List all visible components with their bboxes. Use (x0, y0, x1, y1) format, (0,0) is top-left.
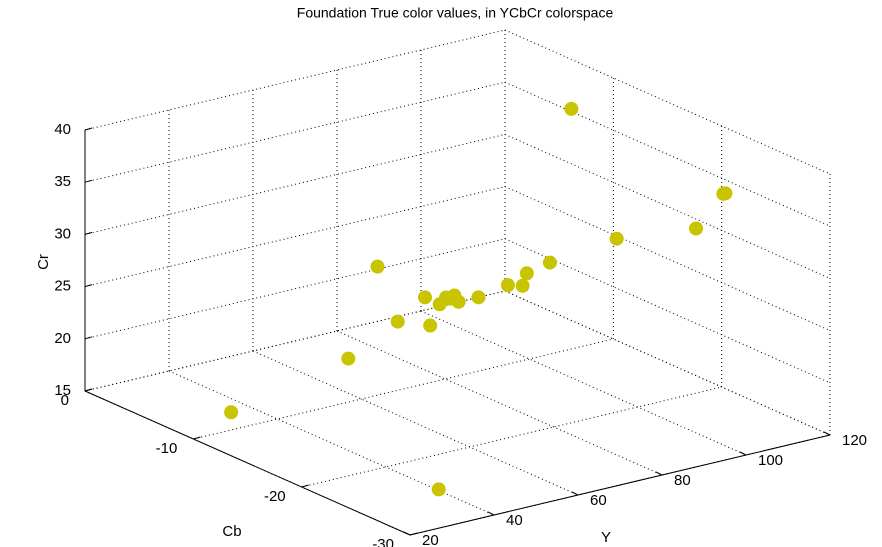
point (341, 351, 356, 366)
point (451, 294, 466, 309)
grid-line (504, 81, 831, 227)
y-tick-label: -20 (264, 488, 286, 505)
point (716, 186, 731, 201)
tick-mark (403, 531, 411, 536)
y-axis (84, 390, 411, 536)
grid-line (84, 133, 506, 235)
grid-line (504, 290, 831, 436)
x-tick-label: 80 (674, 472, 691, 489)
point (500, 278, 515, 293)
tick-mark (84, 388, 93, 392)
grid-line (252, 350, 579, 496)
point (471, 290, 486, 305)
point (564, 101, 579, 116)
tick-mark (84, 336, 93, 340)
grid-line (193, 338, 614, 440)
point (418, 290, 432, 305)
x-tick-label: 100 (758, 452, 783, 469)
point (423, 318, 438, 333)
point (224, 405, 239, 420)
tick-mark (193, 436, 201, 440)
z-tick-label: 35 (54, 173, 71, 190)
grid-line (504, 238, 831, 384)
tick-mark (84, 284, 93, 288)
grid-line (504, 29, 831, 175)
chart-title: Foundation True color values, in YCbCr c… (297, 5, 614, 21)
point (515, 278, 530, 293)
grid-line (504, 133, 831, 279)
tick-mark (487, 511, 495, 516)
x-tick-label: 20 (422, 532, 439, 547)
tick-mark (655, 471, 663, 476)
point (519, 266, 534, 281)
x-tick-label: 120 (842, 432, 867, 449)
z-axis-label: Cr (35, 254, 52, 270)
point (431, 482, 446, 497)
y-axis-label: Cb (222, 523, 241, 540)
x-tick-label: 40 (506, 512, 523, 529)
z-tick-label: 30 (54, 225, 71, 242)
x-tick-label: 60 (590, 492, 607, 509)
tick-mark (739, 451, 747, 456)
y-tick-label: 0 (61, 392, 69, 409)
point (689, 221, 704, 236)
tick-mark (84, 127, 93, 131)
grid-line (84, 29, 506, 131)
y-tick-label: -30 (372, 536, 394, 547)
z-tick-label: 25 (54, 278, 71, 295)
point (542, 255, 557, 270)
tick-mark (409, 532, 418, 536)
grid-line (504, 290, 831, 436)
x-axis-label: Y (601, 529, 611, 546)
grid-line (504, 186, 831, 332)
tick-mark (571, 491, 579, 496)
z-tick-label: 15 (54, 382, 71, 399)
tick-mark (84, 179, 93, 183)
tick-mark (301, 484, 309, 488)
grid-line (301, 386, 722, 488)
z-tick-label: 40 (54, 121, 71, 138)
tick-mark (84, 231, 93, 235)
point (432, 297, 447, 312)
y-tick-label: -10 (156, 440, 178, 457)
point (370, 259, 385, 274)
z-tick-label: 20 (54, 330, 71, 347)
grid-line (84, 81, 506, 183)
tick-mark (823, 431, 831, 436)
x-axis (409, 434, 831, 536)
grid-line (168, 370, 495, 516)
point (390, 314, 405, 329)
point (609, 231, 624, 246)
grid-line (84, 238, 506, 340)
grid-line (84, 186, 506, 288)
grid-line (336, 330, 663, 476)
grid-line (420, 310, 747, 456)
